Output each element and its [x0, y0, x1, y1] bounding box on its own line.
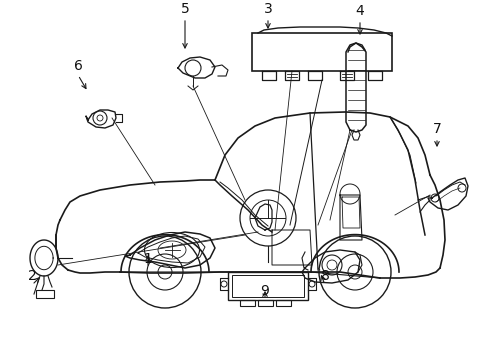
Bar	[36, 290, 54, 298]
Text: 9: 9	[260, 284, 269, 298]
Bar	[240, 300, 254, 306]
Text: 6: 6	[73, 59, 82, 73]
Text: 5: 5	[180, 2, 189, 16]
Text: 2: 2	[27, 269, 36, 283]
Text: 1: 1	[143, 252, 152, 266]
Bar	[251, 33, 391, 71]
Text: 8: 8	[320, 269, 329, 283]
Text: 3: 3	[263, 2, 272, 16]
Text: 7: 7	[432, 122, 441, 136]
Bar	[258, 300, 272, 306]
Bar	[227, 272, 307, 300]
Text: 4: 4	[355, 4, 364, 18]
Bar	[231, 275, 304, 297]
Bar	[275, 300, 290, 306]
